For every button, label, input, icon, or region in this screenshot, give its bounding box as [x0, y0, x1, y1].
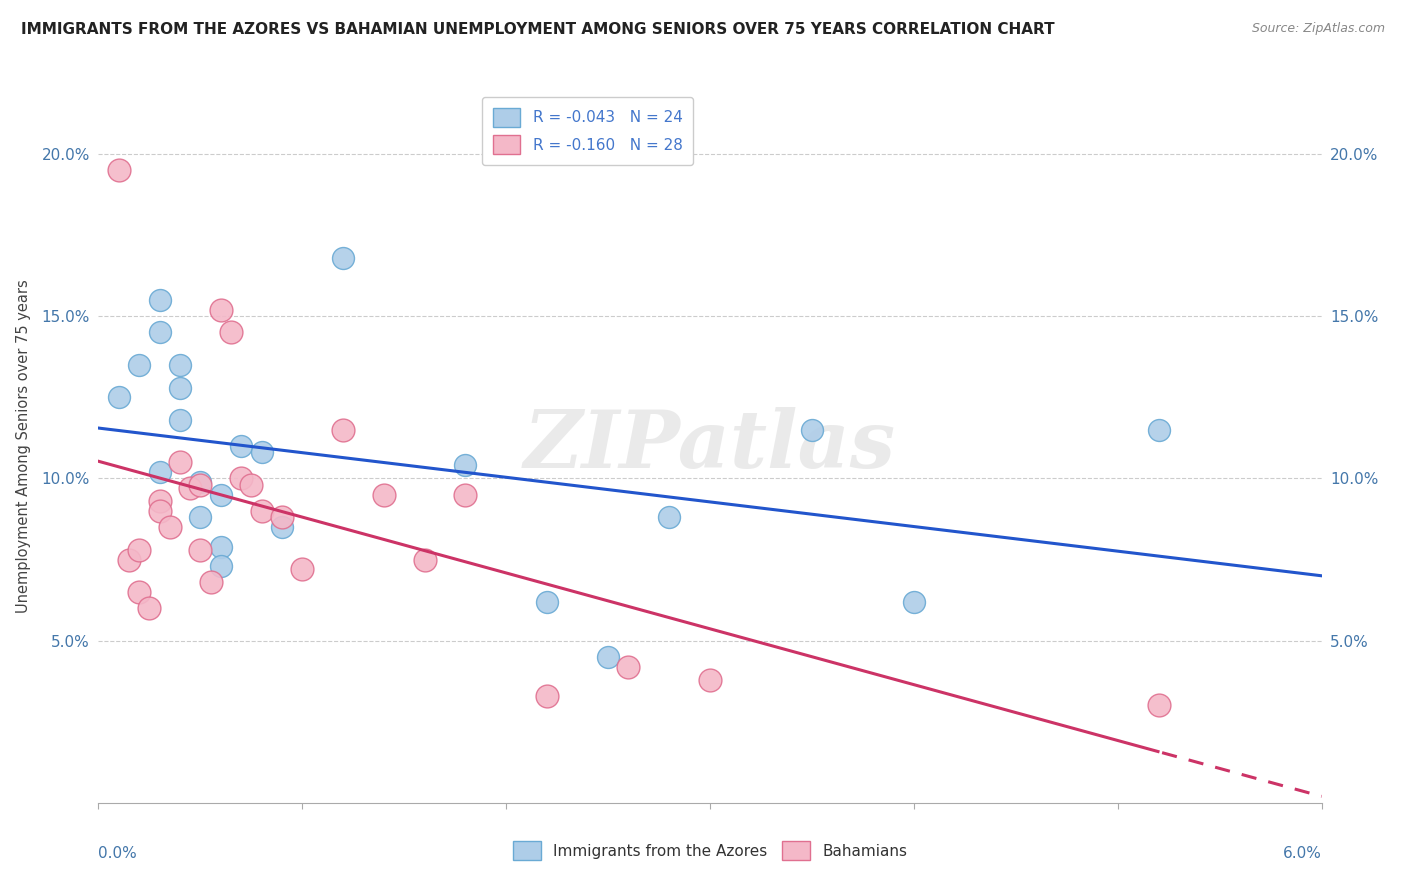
Point — [188, 475, 212, 489]
Point — [270, 520, 292, 534]
Point — [903, 595, 925, 609]
Point — [188, 510, 212, 524]
Point — [291, 562, 314, 576]
Point — [138, 601, 160, 615]
Point — [536, 689, 558, 703]
Point — [1147, 698, 1170, 713]
Point — [413, 552, 436, 566]
Point — [536, 595, 558, 609]
Point — [332, 251, 354, 265]
Point — [128, 358, 150, 372]
Point — [188, 478, 212, 492]
Point — [229, 471, 253, 485]
Point — [209, 559, 232, 574]
Text: IMMIGRANTS FROM THE AZORES VS BAHAMIAN UNEMPLOYMENT AMONG SENIORS OVER 75 YEARS : IMMIGRANTS FROM THE AZORES VS BAHAMIAN U… — [21, 22, 1054, 37]
Point — [108, 390, 131, 404]
Point — [149, 326, 172, 340]
Legend: Immigrants from the Azores, Bahamians: Immigrants from the Azores, Bahamians — [508, 835, 912, 866]
Point — [159, 520, 181, 534]
Point — [596, 649, 619, 664]
Point — [200, 575, 222, 590]
Point — [658, 510, 681, 524]
Point — [699, 673, 721, 687]
Point — [169, 455, 191, 469]
Text: ZIPatlas: ZIPatlas — [524, 408, 896, 484]
Point — [128, 542, 150, 557]
Point — [332, 423, 354, 437]
Point — [188, 542, 212, 557]
Point — [250, 504, 273, 518]
Point — [169, 358, 191, 372]
Point — [149, 293, 172, 307]
Point — [128, 585, 150, 599]
Point — [149, 494, 172, 508]
Point — [801, 423, 824, 437]
Point — [250, 445, 273, 459]
Y-axis label: Unemployment Among Seniors over 75 years: Unemployment Among Seniors over 75 years — [15, 279, 31, 613]
Point — [179, 481, 201, 495]
Point — [454, 458, 477, 473]
Point — [209, 488, 232, 502]
Point — [118, 552, 141, 566]
Point — [169, 381, 191, 395]
Point — [149, 465, 172, 479]
Point — [229, 439, 253, 453]
Point — [209, 302, 232, 317]
Point — [1147, 423, 1170, 437]
Point — [149, 504, 172, 518]
Point — [169, 413, 191, 427]
Point — [219, 326, 242, 340]
Point — [270, 510, 292, 524]
Point — [108, 163, 131, 178]
Point — [240, 478, 263, 492]
Text: Source: ZipAtlas.com: Source: ZipAtlas.com — [1251, 22, 1385, 36]
Point — [454, 488, 477, 502]
Point — [209, 540, 232, 554]
Point — [373, 488, 395, 502]
Text: 0.0%: 0.0% — [98, 846, 138, 861]
Point — [617, 659, 640, 673]
Text: 6.0%: 6.0% — [1282, 846, 1322, 861]
